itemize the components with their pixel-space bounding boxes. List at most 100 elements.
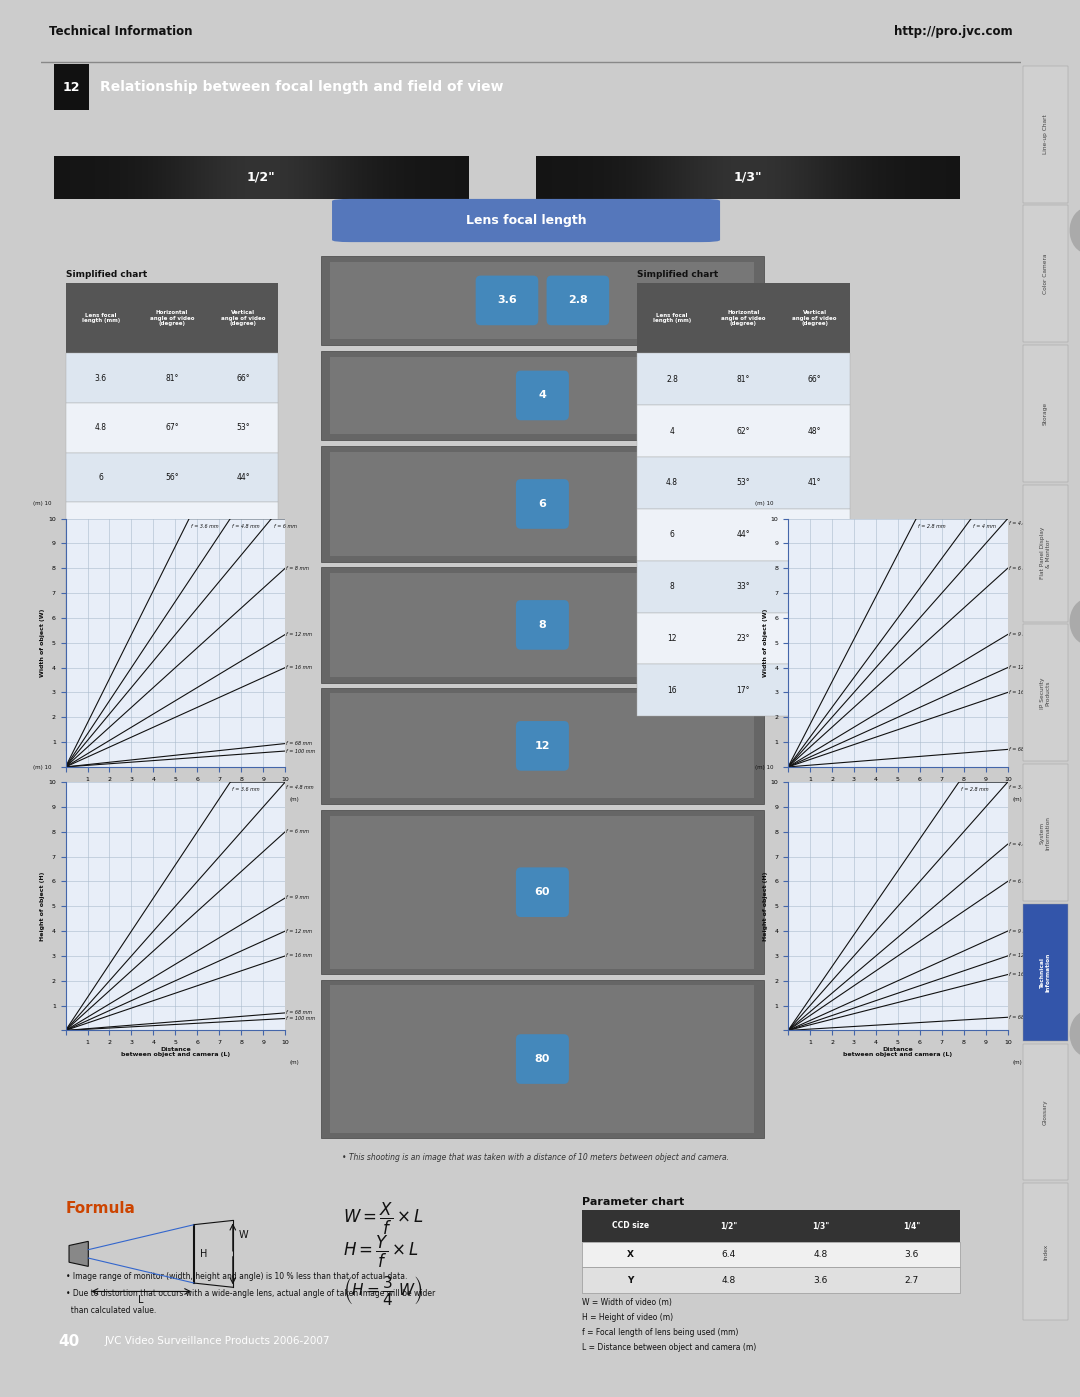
Y-axis label: Width of object (W): Width of object (W) — [40, 609, 45, 678]
Text: 6: 6 — [670, 531, 674, 539]
Text: 1/3": 1/3" — [812, 1221, 829, 1231]
Text: H = Height of video (m): H = Height of video (m) — [582, 1313, 673, 1322]
Bar — [637, 284, 850, 353]
Text: (m) 10: (m) 10 — [32, 764, 51, 770]
Text: 56°: 56° — [165, 474, 179, 482]
Text: f = 68 mm: f = 68 mm — [286, 1010, 312, 1016]
Text: 16: 16 — [96, 622, 106, 631]
Text: 30°: 30° — [165, 573, 179, 581]
Text: 12: 12 — [535, 740, 550, 750]
Text: f = 16 mm: f = 16 mm — [1009, 972, 1035, 977]
Text: (m) 10: (m) 10 — [755, 502, 773, 506]
FancyBboxPatch shape — [516, 370, 569, 420]
Text: f = 4.8 mm: f = 4.8 mm — [1009, 841, 1037, 847]
Text: 4: 4 — [539, 390, 546, 401]
FancyBboxPatch shape — [475, 275, 538, 326]
Text: Technical Information: Technical Information — [49, 25, 192, 38]
Text: 3.6: 3.6 — [905, 1250, 919, 1259]
Text: 8: 8 — [539, 620, 546, 630]
Bar — [66, 402, 279, 453]
Text: 3.7°: 3.7° — [164, 721, 180, 731]
Text: f = 68 mm: f = 68 mm — [286, 740, 312, 746]
Bar — [330, 693, 754, 798]
Text: 33°: 33° — [737, 583, 751, 591]
Text: 13°: 13° — [808, 686, 821, 694]
Text: f = 2.8 mm: f = 2.8 mm — [961, 787, 988, 792]
Text: 62°: 62° — [737, 426, 750, 436]
Text: f = 3.6 mm: f = 3.6 mm — [232, 787, 260, 792]
Text: 60: 60 — [535, 887, 550, 897]
Text: f = 2.8 mm: f = 2.8 mm — [918, 524, 946, 528]
Text: (m): (m) — [1012, 796, 1022, 802]
Text: • This shooting is an image that was taken with a distance of 10 meters between : • This shooting is an image that was tak… — [342, 1154, 729, 1162]
Text: 1/4": 1/4" — [903, 1221, 920, 1231]
Text: $W = \dfrac{X}{f} \times L$: $W = \dfrac{X}{f} \times L$ — [343, 1200, 424, 1236]
Text: 67°: 67° — [165, 423, 179, 432]
Text: 2.7°: 2.7° — [235, 721, 252, 731]
Text: (m): (m) — [289, 796, 299, 802]
Text: f = 6 mm: f = 6 mm — [1009, 879, 1031, 884]
Text: Vertical
angle of video
(degree): Vertical angle of video (degree) — [221, 310, 266, 326]
Text: Line-up Chart: Line-up Chart — [1043, 115, 1048, 154]
Text: L: L — [137, 1295, 143, 1305]
Text: 3.6: 3.6 — [813, 1275, 827, 1285]
Text: X: X — [626, 1250, 634, 1259]
Text: 66°: 66° — [808, 374, 822, 384]
Bar — [321, 810, 764, 974]
Text: f = 9 mm: f = 9 mm — [286, 895, 309, 901]
Text: 6: 6 — [98, 474, 104, 482]
Text: 44°: 44° — [237, 474, 251, 482]
X-axis label: Distance
between object and camera (L): Distance between object and camera (L) — [843, 784, 953, 793]
Text: 48°: 48° — [808, 426, 821, 436]
Text: 1/2": 1/2" — [720, 1221, 738, 1231]
Text: CCD size: CCD size — [611, 1221, 649, 1231]
Text: 12: 12 — [96, 573, 106, 581]
Text: $H = \dfrac{Y}{f} \times L$: $H = \dfrac{Y}{f} \times L$ — [343, 1234, 419, 1270]
Text: f = 9 mm: f = 9 mm — [1009, 631, 1031, 637]
Text: Glossary: Glossary — [1043, 1099, 1048, 1125]
FancyBboxPatch shape — [332, 198, 720, 242]
Text: f = 12 mm: f = 12 mm — [286, 631, 312, 637]
Bar — [54, 64, 89, 110]
Text: f = 9 mm: f = 9 mm — [1009, 929, 1031, 933]
Text: (m): (m) — [289, 1060, 299, 1066]
Bar — [637, 353, 850, 405]
Text: Storage: Storage — [1043, 402, 1048, 425]
Text: 2.8: 2.8 — [568, 295, 588, 306]
Text: 5.3°: 5.3° — [164, 672, 180, 680]
Text: f = 12 mm: f = 12 mm — [1009, 665, 1035, 671]
Text: 6: 6 — [539, 499, 546, 509]
Text: 2.8: 2.8 — [666, 374, 678, 384]
Text: 16: 16 — [667, 686, 677, 694]
Bar — [321, 351, 764, 440]
Text: http://pro.jvc.com: http://pro.jvc.com — [894, 25, 1013, 38]
Text: 8: 8 — [670, 583, 674, 591]
Text: 4°: 4° — [239, 672, 247, 680]
FancyBboxPatch shape — [516, 479, 569, 529]
Text: Parameter chart: Parameter chart — [582, 1197, 684, 1207]
Text: 17°: 17° — [808, 634, 821, 643]
Text: System
Information: System Information — [1040, 816, 1051, 849]
Text: (m): (m) — [1012, 1060, 1022, 1066]
Y-axis label: Height of object (H): Height of object (H) — [762, 872, 768, 942]
Text: f = 100 mm: f = 100 mm — [286, 1016, 315, 1021]
Text: H: H — [200, 1249, 207, 1259]
Text: f = 16 mm: f = 16 mm — [1009, 690, 1035, 694]
Text: Simplified chart: Simplified chart — [66, 270, 147, 279]
Text: 23°: 23° — [165, 622, 179, 631]
Text: 40: 40 — [58, 1334, 80, 1348]
Text: 4: 4 — [670, 426, 674, 436]
Text: Lens focal length: Lens focal length — [465, 214, 586, 226]
Bar — [321, 567, 764, 683]
Bar — [637, 560, 850, 612]
Text: 44°: 44° — [165, 522, 179, 532]
Bar — [637, 457, 850, 509]
Bar — [66, 503, 279, 552]
Text: Technical
Information: Technical Information — [1040, 953, 1051, 992]
Bar — [321, 979, 764, 1139]
Text: f = 4.8 mm: f = 4.8 mm — [286, 785, 314, 789]
Text: 80: 80 — [535, 1055, 550, 1065]
Text: 69: 69 — [96, 672, 106, 680]
Text: 2.7: 2.7 — [905, 1275, 919, 1285]
Text: f = 6 mm: f = 6 mm — [286, 830, 309, 834]
